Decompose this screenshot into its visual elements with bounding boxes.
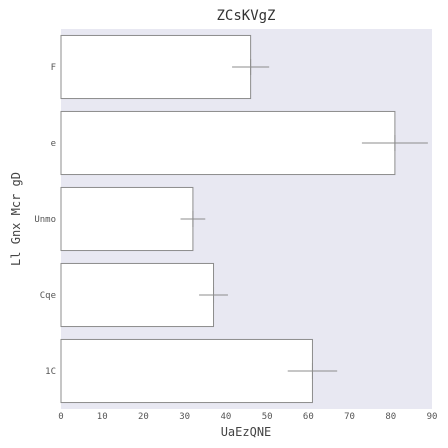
- y-tick-label: e: [51, 139, 56, 149]
- bar-F: [60, 34, 252, 100]
- x-tick-label: 70: [344, 412, 355, 422]
- bar-Cqe: [60, 262, 215, 328]
- bars-group: [60, 34, 396, 404]
- bar-1C: [60, 338, 313, 404]
- bar-e: [60, 110, 396, 176]
- x-tick-label: 20: [138, 412, 149, 422]
- x-tick-label: 90: [427, 412, 438, 422]
- x-tick-label: 60: [303, 412, 314, 422]
- bar-Unmo: [60, 186, 194, 252]
- chart-title: ZCsKVgZ: [216, 8, 275, 24]
- x-axis-label: UaEzQNE: [221, 425, 272, 439]
- y-tick-label: Unmo: [34, 215, 56, 225]
- x-tick-label: 30: [179, 412, 190, 422]
- y-tick-labels: Fe Unmo Cqe 1C: [34, 63, 56, 377]
- x-tick-label: 50: [262, 412, 273, 422]
- x-tick-label: 10: [97, 412, 108, 422]
- x-tick-label: 0: [58, 412, 63, 422]
- x-tick-label: 40: [220, 412, 231, 422]
- y-tick-label: Cqe: [40, 291, 56, 301]
- y-tick-label: F: [51, 63, 56, 73]
- y-axis-label: Ll Gnx Mcr gD: [9, 172, 23, 266]
- error-bars-group: [180, 59, 428, 379]
- x-tick-label: 80: [385, 412, 396, 422]
- x-tick-labels: 0 10 20 30 40 50 60 70 80 90: [58, 412, 437, 422]
- y-tick-label: 1C: [45, 367, 56, 377]
